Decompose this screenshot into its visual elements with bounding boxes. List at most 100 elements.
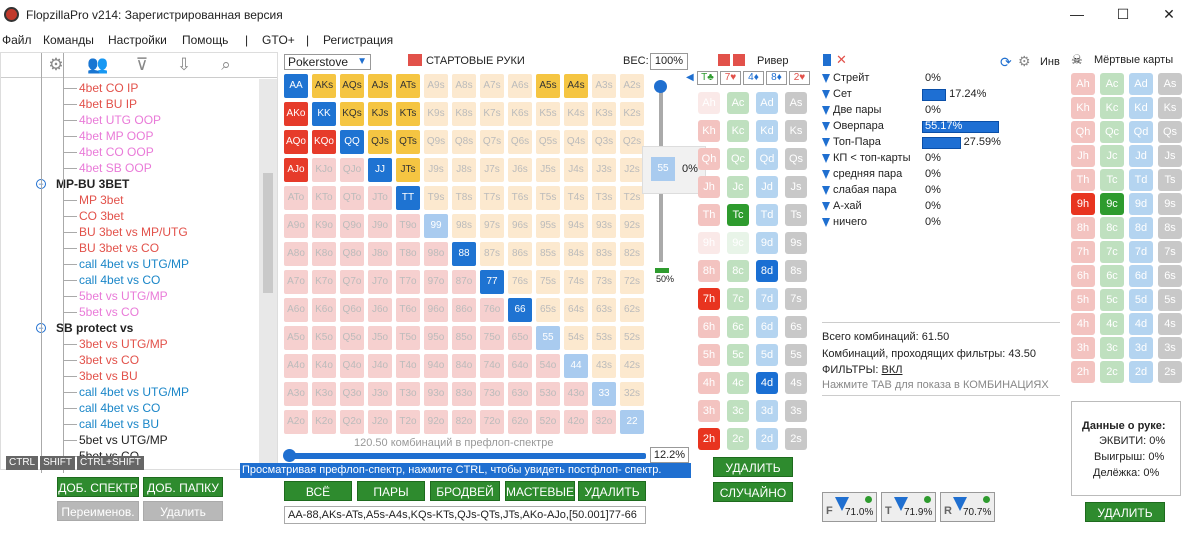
tree-item[interactable]: call 4bet vs UTG/MP	[79, 257, 190, 271]
filter-add-icon[interactable]: ⊽	[135, 55, 149, 74]
deck-card[interactable]: Ac	[727, 92, 749, 114]
hand-cell[interactable]: J4s	[564, 158, 588, 182]
dead-card[interactable]: Ks	[1158, 97, 1182, 119]
filter-icon[interactable]	[822, 105, 830, 115]
hand-cell[interactable]: T9o	[396, 214, 420, 238]
tree-item[interactable]: 5bet vs CO	[79, 305, 140, 319]
hand-cell[interactable]: K4s	[564, 102, 588, 126]
pairs-button[interactable]: ПАРЫ	[357, 481, 425, 501]
deck-card[interactable]: 3d	[756, 400, 778, 422]
hand-cell[interactable]: 66	[508, 298, 532, 322]
deck-card[interactable]: 6d	[756, 316, 778, 338]
menu-registration[interactable]: Регистрация	[323, 33, 394, 47]
hand-cell[interactable]: K6o	[312, 298, 336, 322]
stat-row[interactable]: Стрейт	[822, 72, 1062, 87]
dead-delete-button[interactable]: УДАЛИТЬ	[1085, 502, 1165, 522]
dead-card[interactable]: Jh	[1071, 145, 1095, 167]
hand-cell[interactable]: 96s	[508, 214, 532, 238]
invert-label[interactable]: Инв	[1040, 56, 1060, 68]
deck-card[interactable]: 7d	[756, 288, 778, 310]
hand-cell[interactable]: T4o	[396, 354, 420, 378]
hand-cell[interactable]: A4s	[564, 74, 588, 98]
hand-cell[interactable]: 64o	[508, 354, 532, 378]
menu-settings[interactable]: Настройки	[108, 33, 167, 47]
hand-cell[interactable]: 55	[536, 326, 560, 350]
deck-card[interactable]: Tc	[727, 204, 749, 226]
hand-cell[interactable]: J4o	[368, 354, 392, 378]
hand-cell[interactable]: 84o	[452, 354, 476, 378]
dead-card[interactable]: 5h	[1071, 289, 1095, 311]
hand-cell[interactable]: J2s	[620, 158, 644, 182]
hand-cell[interactable]: A3o	[284, 382, 308, 406]
hand-cell[interactable]: J6s	[508, 158, 532, 182]
filters-toggle[interactable]: ВКЛ	[881, 364, 903, 376]
hand-cell[interactable]: A7o	[284, 270, 308, 294]
hand-cell[interactable]: T8s	[452, 186, 476, 210]
hand-cell[interactable]: Q9s	[424, 130, 448, 154]
tree-item[interactable]: 4bet BU IP	[79, 97, 138, 111]
board-card[interactable]: T♣	[697, 71, 718, 85]
menu-commands[interactable]: Команды	[43, 33, 94, 47]
menu-help[interactable]: Помощь	[182, 33, 229, 47]
chevron-left-icon[interactable]: ◀	[686, 72, 694, 83]
deck-card[interactable]: 5s	[785, 344, 807, 366]
dead-card[interactable]: 4h	[1071, 313, 1095, 335]
dead-card[interactable]: Kh	[1071, 97, 1095, 119]
menu-gto[interactable]: GTO+	[262, 33, 295, 47]
hand-cell[interactable]: Q5o	[340, 326, 364, 350]
tree-item[interactable]: BU 3bet vs MP/UTG	[79, 225, 188, 239]
hand-cell[interactable]: J7o	[368, 270, 392, 294]
hand-cell[interactable]: 83o	[452, 382, 476, 406]
hand-cell[interactable]: 74o	[480, 354, 504, 378]
filter-badge[interactable]: F 71.0%	[822, 492, 877, 522]
hand-cell[interactable]: 73s	[592, 270, 616, 294]
tree-item[interactable]: 5bet vs UTG/MP	[79, 289, 168, 303]
hand-cell[interactable]: 87o	[452, 270, 476, 294]
hand-cell[interactable]: AJs	[368, 74, 392, 98]
hand-cell[interactable]: QJs	[368, 130, 392, 154]
hand-cell[interactable]: A2o	[284, 410, 308, 434]
hand-cell[interactable]: Q4o	[340, 354, 364, 378]
add-spectrum-button[interactable]: ДОБ. СПЕКТР	[57, 477, 139, 497]
dead-card[interactable]: 2s	[1158, 361, 1182, 383]
deck-card[interactable]: 8s	[785, 260, 807, 282]
hand-cell[interactable]: J7s	[480, 158, 504, 182]
dead-card[interactable]: 2c	[1100, 361, 1124, 383]
hand-cell[interactable]: 83s	[592, 242, 616, 266]
filter-icon[interactable]	[822, 185, 830, 195]
hand-cell[interactable]: 65o	[508, 326, 532, 350]
deck-card[interactable]: Ad	[756, 92, 778, 114]
hand-cell[interactable]: AQs	[340, 74, 364, 98]
hand-cell[interactable]: JTs	[396, 158, 420, 182]
filter-icon[interactable]	[822, 73, 830, 83]
hand-cell[interactable]: 98s	[452, 214, 476, 238]
dead-card[interactable]: 3s	[1158, 337, 1182, 359]
tree-item[interactable]: 3bet vs UTG/MP	[79, 337, 168, 351]
hand-cell[interactable]: 96o	[424, 298, 448, 322]
hand-cell[interactable]: K3s	[592, 102, 616, 126]
hand-cell[interactable]: 42s	[620, 354, 644, 378]
tree-item[interactable]: 3bet vs CO	[79, 353, 140, 367]
board-card[interactable]: 8♦	[766, 71, 787, 85]
hand-cell[interactable]: T2o	[396, 410, 420, 434]
hand-cell[interactable]: J3s	[592, 158, 616, 182]
import-icon[interactable]: ⇩	[176, 55, 192, 74]
stat-row[interactable]: Оверпара	[822, 120, 1062, 135]
broadway-button[interactable]: БРОДВЕЙ	[430, 481, 500, 501]
hand-cell[interactable]: T6s	[508, 186, 532, 210]
hand-cell[interactable]: 92s	[620, 214, 644, 238]
hand-cell[interactable]: J2o	[368, 410, 392, 434]
close-button[interactable]: ✕	[1163, 6, 1175, 22]
hand-cell[interactable]: 94o	[424, 354, 448, 378]
hand-cell[interactable]: 53s	[592, 326, 616, 350]
dead-card[interactable]: 4d	[1129, 313, 1153, 335]
deck-card[interactable]: 6s	[785, 316, 807, 338]
dead-card[interactable]: 7h	[1071, 241, 1095, 263]
hand-cell[interactable]: JJ	[368, 158, 392, 182]
hand-cell[interactable]: KK	[312, 102, 336, 126]
deck-card[interactable]: Jh	[698, 176, 720, 198]
tree-item[interactable]: 4bet CO OOP	[79, 145, 154, 159]
hand-cell[interactable]: A4o	[284, 354, 308, 378]
search-icon[interactable]: ⌕	[221, 55, 231, 74]
hand-cell[interactable]: 95s	[536, 214, 560, 238]
